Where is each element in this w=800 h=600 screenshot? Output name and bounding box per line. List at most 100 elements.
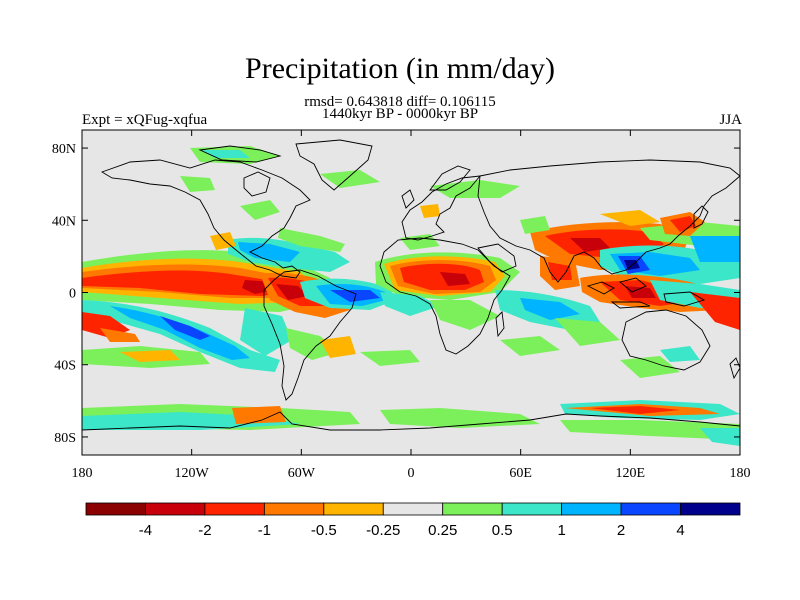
anomaly-region (120, 350, 180, 362)
anomaly-region (625, 286, 656, 298)
anomaly-region (380, 292, 440, 316)
time-period: 1440kyr BP - 0000kyr BP (321, 106, 479, 122)
coastline-africa (379, 237, 511, 355)
colorbar-swatch (145, 502, 206, 516)
x-tick-label: 60E (509, 466, 532, 481)
coastline-new-zealand (729, 357, 740, 380)
coastline-japan (693, 205, 709, 229)
map-subtitle: rmsd= 0.643818 diff= 0.106115 (304, 94, 496, 110)
coastline-new-guinea (663, 291, 706, 307)
anomaly-region (600, 210, 660, 226)
coastline-north-america (100, 159, 311, 279)
anomaly-region (380, 408, 540, 428)
anomaly-region (440, 272, 470, 286)
anomaly-region (670, 216, 696, 232)
coastline-hudson-bay (243, 171, 271, 197)
x-tick-label: 120W (175, 466, 210, 481)
anomaly-region (620, 356, 680, 378)
colorbar-swatch (204, 502, 265, 516)
coastline-australia (621, 309, 711, 371)
anomaly-region (570, 238, 610, 252)
colorbar-swatch (620, 502, 681, 516)
coastline-indonesia-3 (610, 301, 651, 309)
anomaly-region (420, 204, 440, 218)
colorbar-swatch (442, 502, 503, 516)
coastline-uk (401, 189, 415, 209)
colorbar-swatch (85, 502, 146, 516)
map-title: Precipitation (in mm/day) (245, 52, 555, 85)
anomaly-region (360, 350, 420, 366)
anomaly-region (286, 328, 340, 360)
colorbar-label: 0.25 (428, 522, 457, 539)
x-tick-label: 60W (288, 466, 316, 481)
y-tick-label: 0 (69, 287, 76, 302)
colorbar-label: -2 (198, 522, 211, 539)
anomaly-region (210, 232, 236, 250)
anomaly-region (520, 216, 550, 234)
coastline-madagascar (495, 311, 505, 338)
anomaly-region (520, 298, 580, 320)
anomaly-region (110, 306, 250, 360)
anomaly-region (548, 262, 572, 280)
anomaly-region (555, 318, 620, 346)
anomaly-region (590, 406, 680, 414)
anomaly-region (660, 346, 700, 362)
season-label: JJA (719, 112, 742, 128)
x-axis: 180 120W 60W 0 60E 120E 180 (72, 130, 751, 481)
coastline-arctic-islands (198, 145, 282, 163)
anomaly-region (180, 176, 215, 192)
coastline-europe (401, 175, 482, 241)
coastline-south-america (263, 269, 357, 401)
coastline-scandinavia (429, 165, 471, 191)
anomaly-region (82, 270, 286, 296)
precipitation-field (82, 146, 740, 446)
coastline-greenland (295, 139, 373, 191)
colorbar-label: -1 (258, 522, 271, 539)
colorbar-label: 4 (676, 522, 684, 539)
colorbar-label: -0.25 (366, 522, 400, 539)
coastline-asia (477, 159, 740, 283)
y-axis: 80N 40N 0 40S 80S (52, 142, 740, 446)
anomaly-region (690, 292, 740, 330)
anomaly-region (690, 236, 740, 262)
anomaly-region (100, 328, 140, 342)
colorbar-label: 0.5 (492, 522, 513, 539)
y-tick-label: 80S (54, 431, 76, 446)
colorbar-swatch (323, 502, 384, 516)
x-tick-label: 180 (730, 466, 751, 481)
anomaly-region (160, 316, 210, 340)
y-tick-label: 80N (52, 142, 76, 157)
y-tick-label: 40S (54, 359, 76, 374)
colorbar-swatch (561, 502, 622, 516)
experiment-label: Expt = xQFug-xqfua (82, 112, 208, 128)
colorbar-label: 1 (557, 522, 565, 539)
anomaly-region (560, 420, 740, 440)
anomaly-region (700, 428, 740, 446)
colorbar-swatch (501, 502, 563, 516)
anomaly-region (400, 234, 440, 250)
anomaly-region (240, 200, 280, 220)
anomaly-region (500, 336, 560, 356)
y-tick-label: 40N (52, 214, 76, 229)
anomaly-region (278, 228, 345, 252)
anomaly-region (430, 180, 520, 198)
anomaly-region (232, 406, 286, 424)
x-tick-label: 180 (72, 466, 93, 481)
colorbar: -4 -2 -1 -0.5 -0.25 0.25 0.5 1 2 4 (85, 502, 741, 539)
colorbar-swatch (382, 502, 444, 516)
coastline-indonesia-1 (586, 281, 615, 295)
coastline-arabia (477, 243, 517, 273)
colorbar-label: -4 (139, 522, 152, 539)
x-tick-label: 0 (408, 466, 415, 481)
colorbar-label: 2 (617, 522, 625, 539)
coastlines (82, 139, 740, 431)
anomaly-region (276, 284, 308, 300)
x-tick-label: 120E (616, 466, 646, 481)
anomaly-region (320, 170, 380, 188)
coastline-indonesia-2 (619, 277, 647, 293)
coastline-antarctica (82, 411, 740, 431)
colorbar-label: -0.5 (311, 522, 337, 539)
anomaly-region (238, 242, 300, 262)
colorbar-swatch (680, 502, 741, 516)
